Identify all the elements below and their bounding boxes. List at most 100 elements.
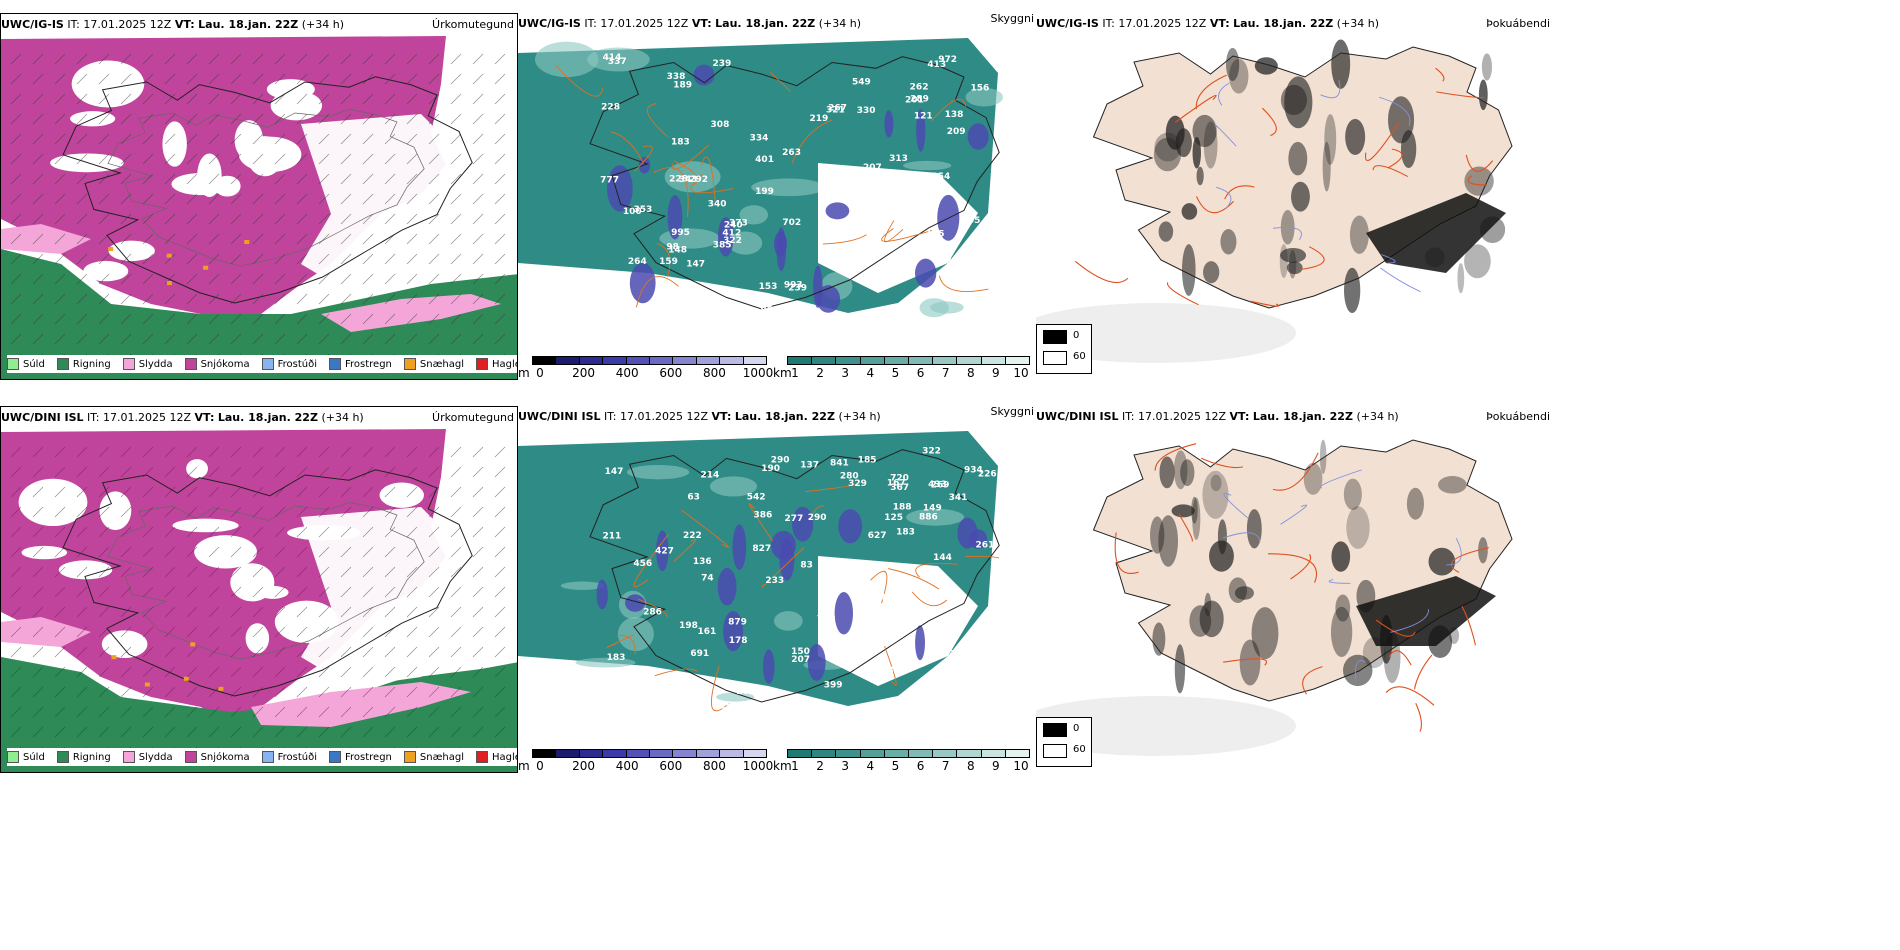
legend-item: Haglél [476,358,517,370]
colorbar-tick: 0 [536,759,544,773]
lead-time: (+34 h) [838,410,881,423]
legend-item: Frostúði [261,751,317,763]
cloud-base-label: 290 [808,513,827,523]
colorbar-segment [908,356,934,365]
cloud-base-label: 156 [971,84,990,94]
legend-swatch [122,358,135,370]
cloud-base-label: 353 [633,205,652,215]
cloud-base-label: 343 [679,175,698,185]
cloud-base-label: 137 [800,460,819,470]
colorbar-segment [742,356,767,365]
colorbar-unit: m [518,366,530,380]
legend-label: Frostregn [345,358,392,370]
cloud-base-label: 777 [600,175,619,185]
it-value: 17.01.2025 12Z [620,410,709,423]
cloud-base-label: 183 [896,527,915,537]
cloud-base-label: 199 [755,187,774,197]
legend-label: Rigning [72,751,111,763]
colorbar-segment [742,749,767,758]
cloud-base-label: 330 [840,183,859,193]
cloud-base-label: 100 [623,207,642,217]
model-name: UWC/DINI ISL [518,410,601,423]
cloud-base-label: 198 [679,621,698,631]
cloud-base-label: 207 [863,163,882,173]
legend-label: Snjókoma [200,751,250,763]
visibility-panel-title: Skyggni [990,13,1034,25]
model-name: UWC/IG-IS [1036,17,1099,30]
cloud-base-label: 277 [785,514,804,524]
cloud-base-label: 153 [759,282,778,292]
vt-label: VT: [1229,410,1250,423]
precip-panel-title: Úrkomutegund [432,18,514,31]
legend-swatch [403,751,416,763]
colorbar-segment [695,749,721,758]
model-name: UWC/IG-IS [1,18,64,31]
legend-item: Frostregn [329,358,392,370]
cloud-base-label: 149 [923,503,942,513]
cloud-base-label: 993 [784,280,803,290]
panel-header: UWC/DINI ISL IT: 17.01.2025 12Z VT: Lau.… [1036,406,1399,428]
cloud-base-label: 147 [686,260,705,270]
fog-legend-label: 60 [1073,351,1086,362]
cloud-base-label: 322 [723,236,742,246]
legend-label: Haglél [492,358,517,370]
cloud-base-label: 720 [890,473,909,483]
cloud-base-label: 487 [858,645,877,655]
cloud-base-label: 413 [927,60,946,70]
legend-swatch [7,751,19,763]
colorbar-segment [625,356,650,365]
cloud-base-label: 226 [978,470,997,480]
colorbar-tick: 1 [791,759,799,773]
cloud-base-label: 385 [713,241,732,251]
cloud-base-label: 167 [887,478,906,488]
precip-type-panel-bottom: UWC/DINI ISL IT: 17.01.2025 12Z VT: Lau.… [0,406,518,773]
panel-header: UWC/IG-IS IT: 17.01.2025 12Z VT: Lau. 18… [518,13,861,35]
colorbar-tick: 600 [659,366,683,380]
cloud-base-label: 222 [683,531,702,541]
colorbar-segment [932,749,958,758]
vt-label: VT: [1209,17,1230,30]
cloud-base-label: 159 [659,257,678,267]
colorbar-segment [649,749,674,758]
fog-index-panel-top: UWC/IG-IS IT: 17.01.2025 12Z VT: Lau. 18… [1036,13,1556,380]
cloud-base-label: 353 [933,257,952,267]
colorbar-segment [787,749,813,758]
cloud-base-label: 549 [852,78,871,88]
cloud-base-label: 619 [898,221,917,231]
precip-legend: Súld Rigning Slydda Snjókoma Frostúði Frostre… [7,355,517,373]
visibility-colorbar: km 1 2 3 4 5 6 7 8 9 10 [773,747,1033,773]
colorbar-tick: 400 [615,759,639,773]
cloud-base-label: 367 [890,483,909,493]
cloud-base-label: 427 [655,547,674,557]
cloud-base-label: 292 [689,175,708,185]
cloud-base-label: 262 [910,82,929,92]
cloud-base-label: 313 [889,154,908,164]
colorbar-tick: 1000 [742,759,774,773]
cloud-base-label: 414 [603,53,622,63]
colorbar-segment [980,356,1006,365]
cloud-base-label: 934 [964,465,983,475]
cloud-base-label: 263 [782,148,801,158]
it-value: 17.01.2025 12Z [1118,17,1207,30]
cloud-base-label: 245 [862,174,881,184]
colorbar-tick: 800 [702,759,726,773]
fog-legend-label: 60 [1073,744,1086,755]
cloud-base-label: 74 [701,574,714,584]
lead-time: (+34 h) [321,411,364,424]
legend-swatch [476,358,489,370]
cloud-base-label: 412 [722,229,741,239]
legend-label: Slydda [138,358,173,370]
lead-time: (+34 h) [818,17,862,30]
cloud-base-label: 174 [869,206,888,216]
colorbar-segment [1004,749,1030,758]
colorbar-segment [932,356,958,365]
fog-panel-title: Þokuábendi [1486,410,1550,423]
colorbar-segment [835,749,861,758]
cloud-base-label: 189 [673,81,692,91]
cloud-base-label: 338 [667,72,686,82]
cloud-base-label: 83 [800,561,813,571]
colorbar-segment [532,356,557,365]
cloud-base-label: 841 [830,458,849,468]
vt-value: Lau. 18.jan. 22Z [1233,17,1334,30]
colorbar-segment [811,356,837,365]
